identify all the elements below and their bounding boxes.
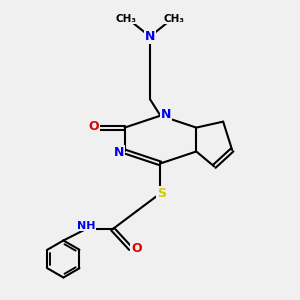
Text: O: O [131,242,142,255]
Text: N: N [160,108,171,121]
Text: O: O [88,120,99,133]
Text: NH: NH [76,220,95,230]
Text: N: N [145,30,155,43]
Text: S: S [158,187,166,200]
Text: CH₃: CH₃ [116,14,136,24]
Text: N: N [114,146,124,160]
Text: CH₃: CH₃ [164,14,184,24]
